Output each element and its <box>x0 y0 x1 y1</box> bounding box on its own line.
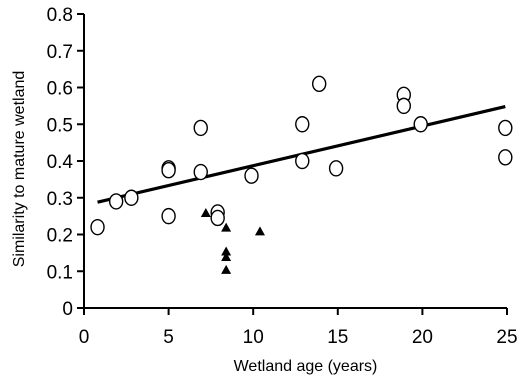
open-circle-marker <box>295 152 310 170</box>
y-tick-label: 0.4 <box>47 152 74 173</box>
y-tick-label: 0.6 <box>47 79 73 100</box>
y-tick-label: 0 <box>62 299 73 320</box>
y-axis-ticks: 0 0.1 0.2 0.3 0.4 0.5 0.6 0.7 0.8 <box>47 5 84 320</box>
y-tick-label: 0.3 <box>47 189 73 210</box>
x-axis-title: Wetland age (years) <box>234 358 378 375</box>
axes <box>83 14 507 309</box>
open-circle-marker <box>311 75 327 93</box>
x-tick-label: 5 <box>163 327 174 348</box>
open-circle-marker <box>413 116 428 133</box>
open-circle-marker <box>328 160 344 177</box>
filled-triangle-marker <box>254 226 265 236</box>
open-circle-marker <box>193 119 208 137</box>
open-circle-marker <box>124 189 139 206</box>
y-tick-label: 0.8 <box>47 5 73 26</box>
x-tick-label: 10 <box>243 327 264 348</box>
y-tick-label: 0.7 <box>47 42 73 63</box>
y-tick-label: 0.1 <box>47 262 73 283</box>
filled-triangle-marker <box>221 222 232 232</box>
open-circle-marker <box>396 97 411 115</box>
x-axis-ticks: 0 5 10 15 20 25 <box>79 308 518 348</box>
y-tick-label: 0.5 <box>47 115 73 136</box>
data-markers <box>90 75 513 274</box>
open-circle-marker <box>498 119 513 137</box>
open-circle-marker <box>108 193 124 210</box>
open-circle-marker <box>161 161 176 179</box>
filled-triangle-marker <box>200 207 211 217</box>
filled-triangle-marker <box>221 246 232 256</box>
y-axis-title: Similarity to mature wetland <box>11 71 28 268</box>
filled-triangle-marker <box>221 252 232 262</box>
x-tick-label: 25 <box>496 327 517 348</box>
x-tick-label: 15 <box>327 327 348 348</box>
open-circle-marker <box>161 207 176 225</box>
open-circle-marker <box>498 149 513 166</box>
filled-triangle-marker <box>221 264 232 274</box>
open-circle-marker <box>90 218 105 236</box>
y-tick-label: 0.2 <box>47 226 73 247</box>
open-circle-marker <box>244 167 259 184</box>
open-circle-marker <box>295 116 310 133</box>
x-tick-label: 20 <box>412 327 433 348</box>
open-circle-marker <box>210 209 225 227</box>
open-circle-marker <box>193 163 208 181</box>
x-tick-label: 0 <box>79 327 90 348</box>
